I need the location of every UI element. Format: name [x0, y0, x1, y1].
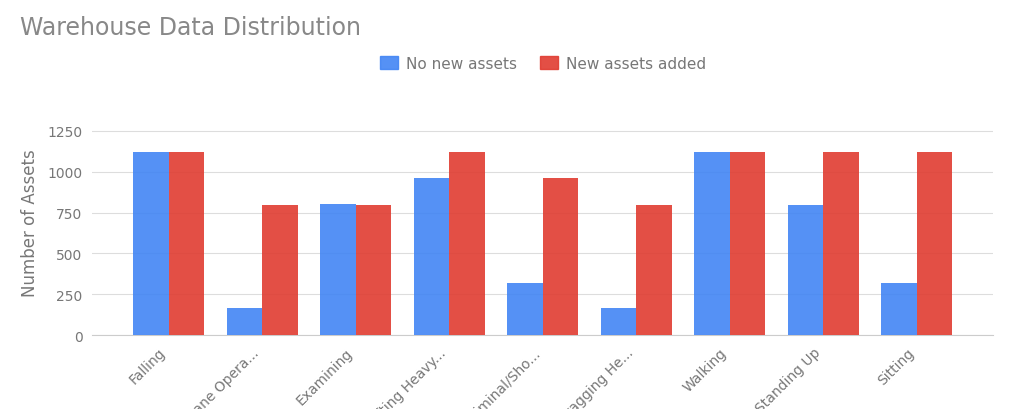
Bar [787, 206, 823, 335]
Bar [543, 179, 579, 335]
Bar [882, 283, 916, 335]
Bar [262, 206, 298, 335]
Bar [730, 153, 765, 335]
Bar [916, 153, 952, 335]
Bar [133, 153, 169, 335]
Bar [169, 153, 204, 335]
Bar [694, 153, 730, 335]
Bar [636, 206, 672, 335]
Bar [507, 283, 543, 335]
Bar [226, 308, 262, 335]
Bar [414, 179, 450, 335]
Text: Warehouse Data Distribution: Warehouse Data Distribution [20, 16, 361, 40]
Bar [601, 308, 636, 335]
Bar [823, 153, 859, 335]
Legend: No new assets, New assets added: No new assets, New assets added [374, 51, 712, 78]
Bar [450, 153, 484, 335]
Bar [355, 206, 391, 335]
Y-axis label: Number of Assets: Number of Assets [20, 149, 39, 297]
Bar [321, 205, 355, 335]
